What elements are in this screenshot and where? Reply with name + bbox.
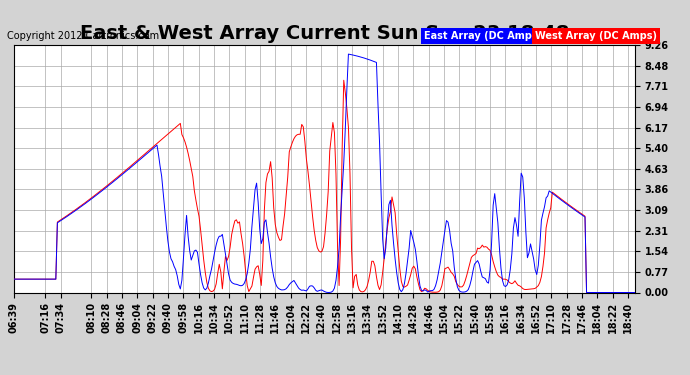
- Text: Copyright 2012 Cartronics.com: Copyright 2012 Cartronics.com: [7, 32, 159, 41]
- Text: East Array (DC Amps): East Array (DC Amps): [424, 32, 542, 41]
- Title: East & West Array Current Sun Sep 23 18:48: East & West Array Current Sun Sep 23 18:…: [79, 24, 569, 44]
- Text: West Array (DC Amps): West Array (DC Amps): [535, 32, 657, 41]
